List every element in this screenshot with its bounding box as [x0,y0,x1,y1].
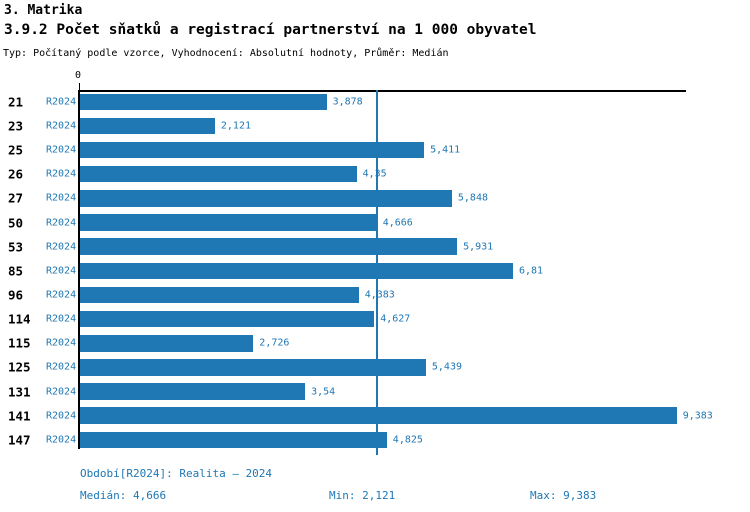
chart-row: 50 R2024 4,666 [0,214,750,231]
row-category-label: 26 [8,166,24,182]
y-axis-line [78,90,80,449]
footer-median-stat: Medián: 4,666 [80,489,167,502]
row-period-label: R2024 [46,241,77,253]
chart-row: 114 R2024 4,627 [0,310,750,328]
chart-row: 125 R2024 5,439 [0,359,750,376]
bar[interactable] [80,117,215,135]
row-category-label: 141 [8,408,31,424]
row-category-label: 147 [8,432,31,448]
bar[interactable] [80,165,357,183]
row-category-label: 27 [8,190,24,206]
bar[interactable] [80,286,359,304]
bar-value-label: 4,825 [392,434,423,446]
row-category-label: 114 [8,311,31,327]
chart-row: 131 R2024 3,54 [0,383,750,400]
bar[interactable] [80,93,327,110]
row-period-label: R2024 [46,434,77,446]
bar-value-label: 4,666 [382,217,413,228]
row-period-label: R2024 [46,289,77,301]
chart-row: 23 R2024 2,121 [0,117,750,135]
chart-row: 21 R2024 3,878 [0,93,750,110]
bar[interactable] [80,214,377,231]
row-period-label: R2024 [46,192,77,204]
chart-row: 53 R2024 5,931 [0,238,750,255]
row-category-label: 115 [8,335,31,351]
bar-value-label: 2,121 [220,120,251,132]
row-period-label: R2024 [46,120,77,132]
chart-title: 3.9.2 Počet sňatků a registrací partners… [4,22,537,38]
chart-meta-line: Typ: Počítaný podle vzorce, Vyhodnocení:… [3,48,449,59]
bar-value-label: 4,35 [362,168,387,180]
chart-row: 27 R2024 5,848 [0,190,750,207]
bar-value-label: 2,726 [259,337,290,349]
chart-row: 25 R2024 5,411 [0,141,750,159]
bar[interactable] [80,262,513,280]
bar[interactable] [80,431,387,449]
row-category-label: 25 [8,142,24,158]
bar[interactable] [80,407,677,424]
row-category-label: 53 [8,239,24,255]
bar[interactable] [80,359,426,376]
row-category-label: 50 [8,215,24,230]
row-period-label: R2024 [46,361,77,373]
row-period-label: R2024 [46,265,77,277]
x-axis-zero-tick-label: 0 [75,70,82,81]
bar-value-label: 5,411 [430,144,461,156]
bar-value-label: 5,931 [463,241,494,253]
bar-value-label: 4,383 [364,289,395,301]
row-period-label: R2024 [46,313,77,325]
chart-row: 115 R2024 2,726 [0,335,750,352]
row-period-label: R2024 [46,168,77,180]
bar[interactable] [80,383,306,400]
bar[interactable] [80,190,452,207]
bar[interactable] [80,141,425,159]
footer-max-stat: Max: 9,383 [530,489,597,502]
bar-value-label: 6,81 [519,265,544,277]
row-category-label: 21 [8,94,24,110]
chart-row: 85 R2024 6,81 [0,262,750,280]
bar-value-label: 5,439 [431,361,462,373]
bar-value-label: 3,878 [332,96,363,108]
chart-row: 96 R2024 4,383 [0,286,750,304]
chart-row: 141 R2024 9,383 [0,407,750,424]
chart-row: 26 R2024 4,35 [0,165,750,183]
row-period-label: R2024 [46,144,77,156]
row-category-label: 96 [8,287,24,303]
row-category-label: 85 [8,263,24,279]
row-category-label: 23 [8,118,24,134]
bar[interactable] [80,310,375,328]
footer-min-stat: Min: 2,121 [329,489,396,502]
row-period-label: R2024 [46,386,77,398]
x-axis-zero-tick [79,83,80,90]
row-category-label: 131 [8,384,31,400]
bar-value-label: 3,54 [311,386,336,398]
row-period-label: R2024 [46,96,77,108]
row-period-label: R2024 [46,337,77,349]
row-period-label: R2024 [46,410,77,422]
bar-chart: 0 21 R2024 3,878 23 R2024 2,121 25 R2024… [0,70,750,460]
bar[interactable] [80,335,254,352]
x-axis-line [78,90,686,92]
footer-period-label: Období[R2024]: Realita – 2024 [80,467,273,480]
bar-value-label: 4,627 [380,313,411,325]
page-title: 3. Matrika [4,3,83,18]
bar-value-label: 5,848 [457,192,488,204]
chart-row: 147 R2024 4,825 [0,431,750,449]
bar-value-label: 9,383 [682,410,713,422]
row-period-label: R2024 [46,217,77,228]
bar[interactable] [80,238,458,255]
row-category-label: 125 [8,359,31,375]
